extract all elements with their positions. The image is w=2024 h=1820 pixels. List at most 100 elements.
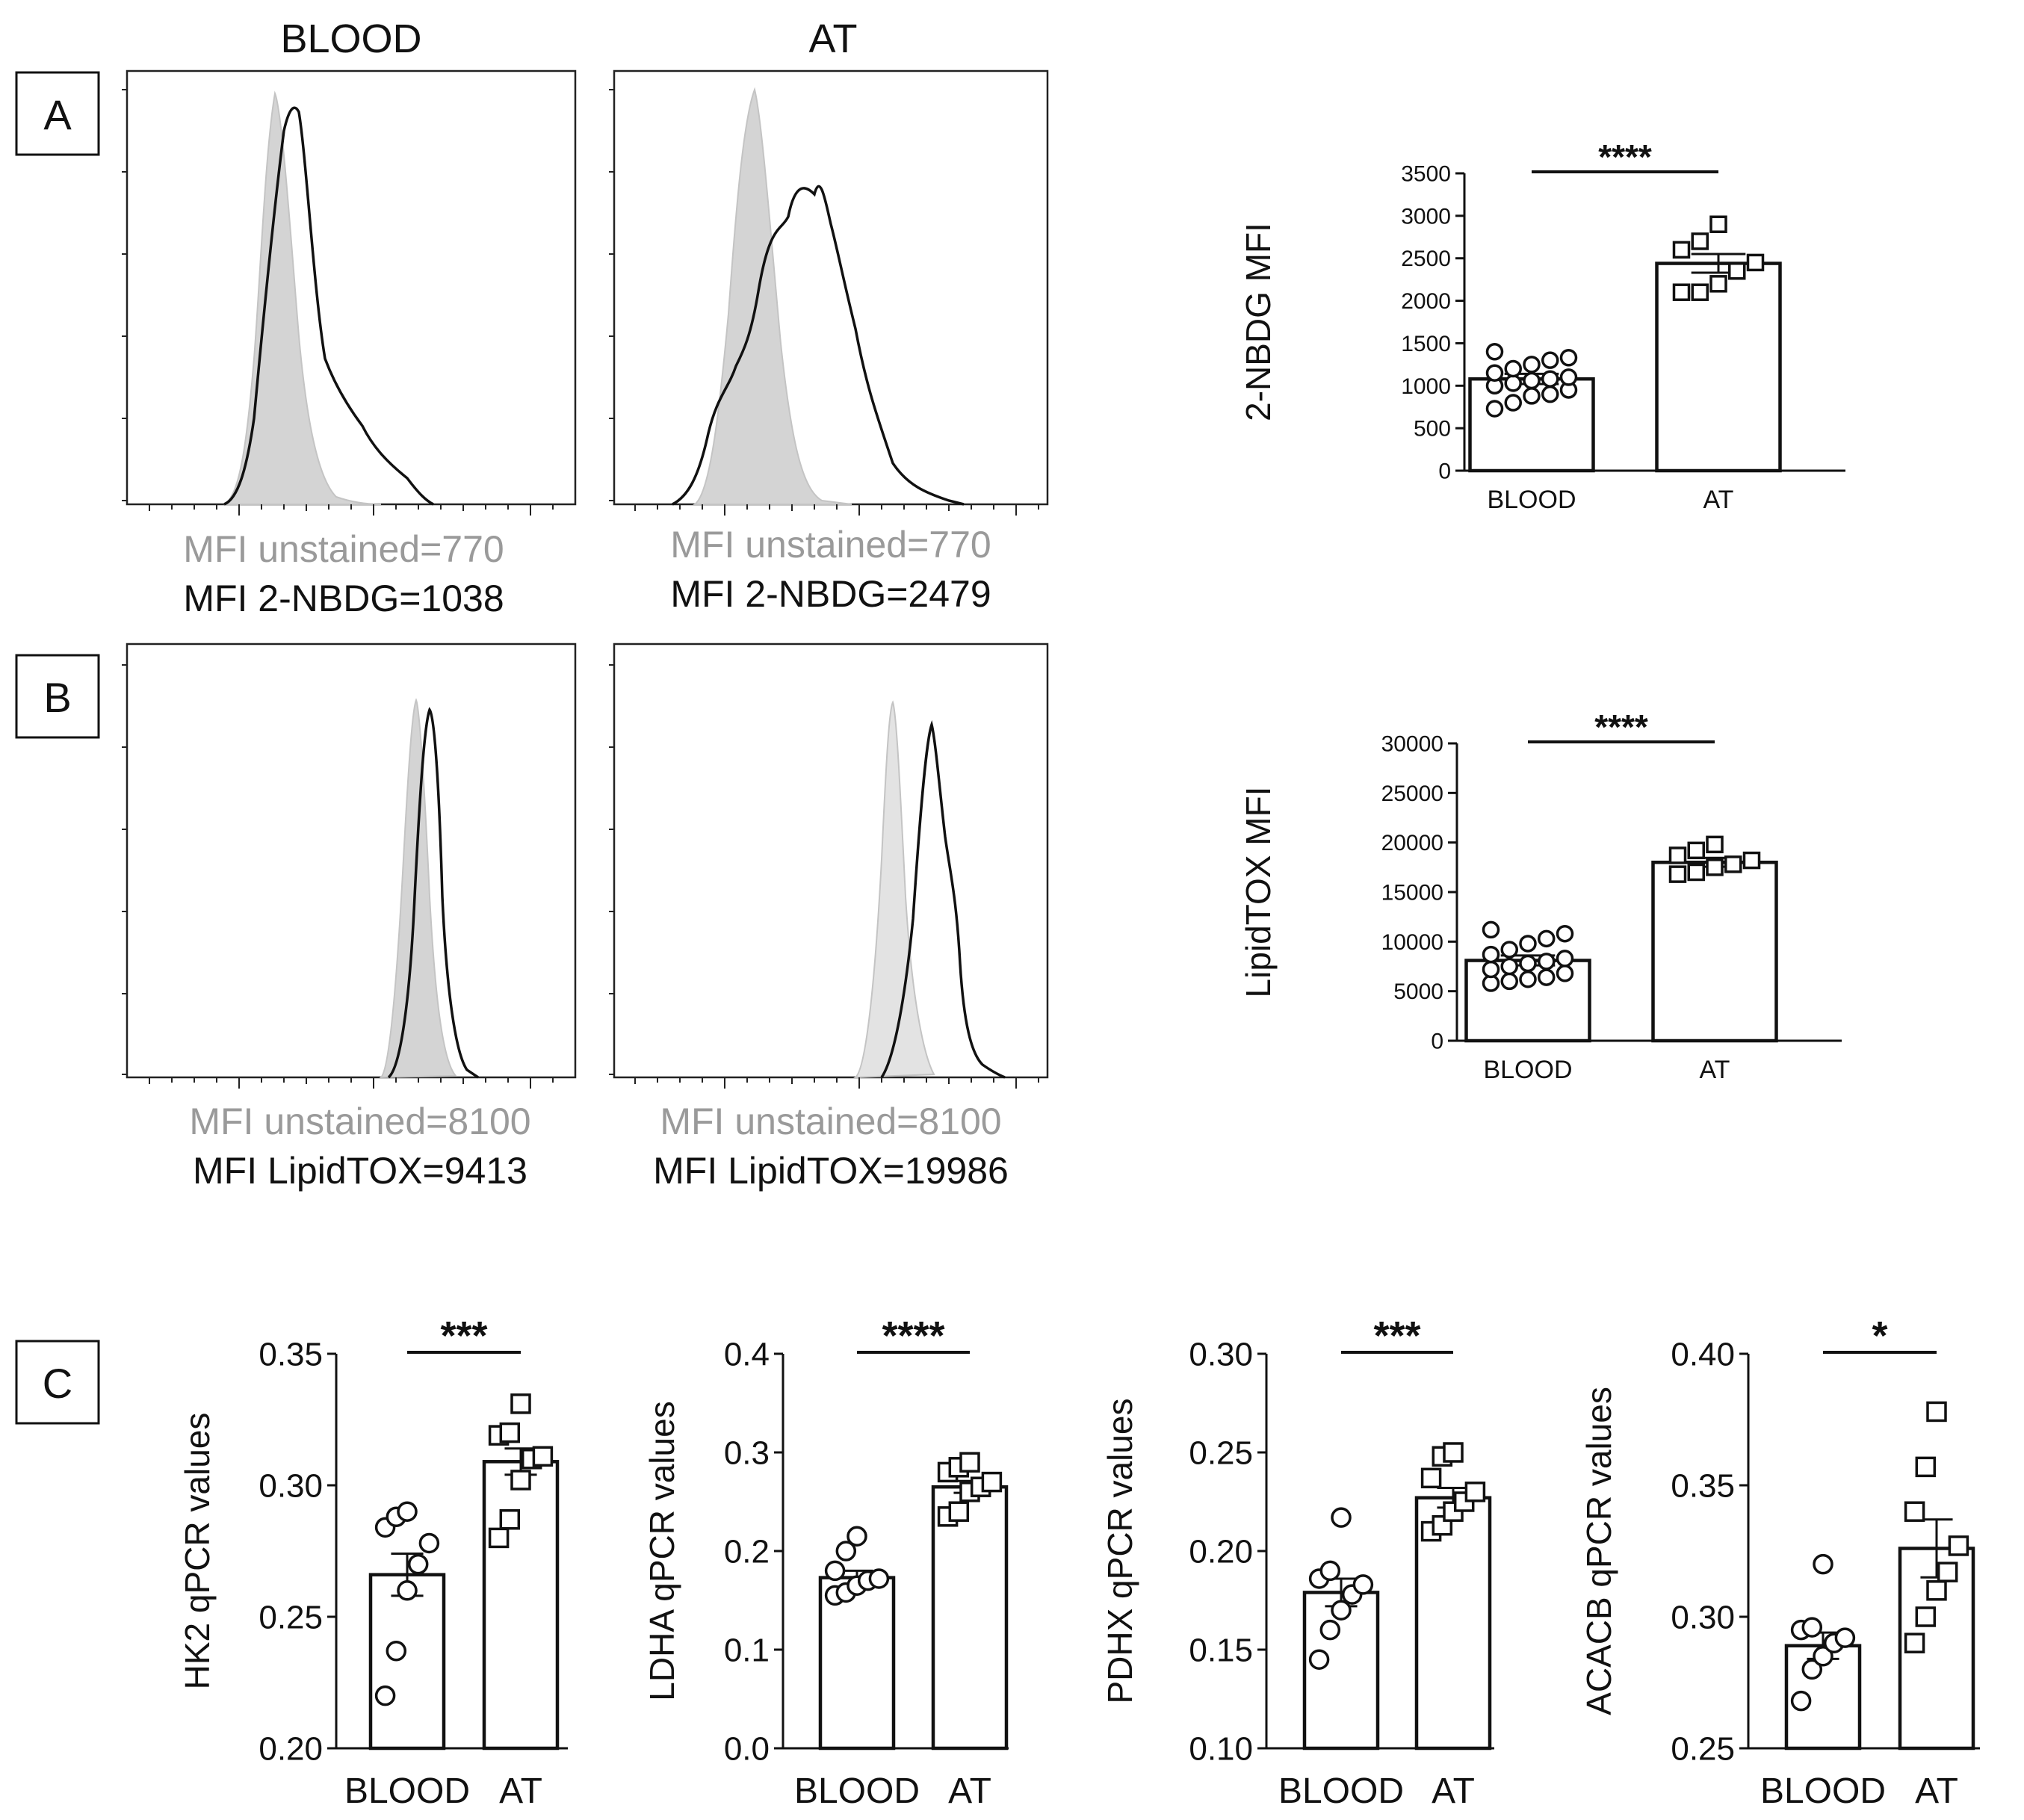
y-tick-label: 30000 [1381,732,1443,757]
data-point [1691,283,1709,301]
y-tick-label: 20000 [1381,831,1443,855]
category-label: AT [499,1771,542,1811]
data-point [1948,1535,1969,1556]
bar-blood [818,1576,896,1751]
data-point [981,1471,1003,1493]
data-point [1687,841,1705,860]
data-point [868,1568,890,1589]
y-axis-label: HK2 qPCR values [178,1413,217,1690]
data-point [1790,1690,1812,1712]
y-tick-label: 500 [1414,417,1451,442]
unstained-histogram [379,698,458,1079]
stained-histogram [223,106,434,506]
data-point [1538,953,1556,971]
data-point [1801,1659,1823,1680]
data-point [1556,965,1574,982]
category-label: AT [1700,1056,1730,1084]
data-point [1319,1619,1341,1641]
y-tick-label: 25000 [1381,781,1443,806]
data-point [499,1422,521,1443]
y-tick-label: 5000 [1393,979,1443,1004]
data-point [1559,368,1578,386]
histogram-axis-ticks [609,89,1039,516]
y-tick-label: 0.35 [1671,1467,1735,1504]
data-point [1538,929,1556,948]
bar-chart-hk2: 0.20 0.25 0.30 0.35 BLOOD AT HK2 qPCR values **… [178,1313,568,1811]
data-point [1915,1606,1937,1627]
data-point [1319,1560,1341,1582]
data-point [1926,1401,1947,1423]
unstained-histogram [223,90,382,505]
data-point [1519,970,1537,988]
category-label: AT [948,1771,991,1811]
stained-mfi-label: MFI 2-NBDG=1038 [183,578,504,619]
histogram-frame [613,643,1049,1079]
data-point [1691,232,1709,250]
data-point [1668,846,1687,864]
data-point [1331,1507,1352,1528]
y-tick-label: 2000 [1401,289,1451,314]
data-point [1672,283,1691,301]
data-point [1746,253,1765,272]
data-point [1500,972,1518,991]
unstained-mfi-label: MFI unstained=8100 [660,1101,1001,1142]
y-tick-label: 0.40 [1671,1336,1735,1372]
data-point [1485,400,1504,418]
data-point [1813,1646,1833,1667]
stained-mfi-label: MFI LipidTOX=19986 [653,1150,1009,1192]
data-point [1500,941,1518,959]
y-tick-label: 0.25 [1671,1730,1735,1767]
data-point [835,1541,857,1561]
data-point [1482,920,1500,939]
y-tick-label: 0 [1438,459,1451,484]
y-tick-label: 0.30 [1189,1336,1253,1372]
data-point [1352,1574,1374,1595]
bar-at [931,1485,1009,1751]
unstained-histogram [853,700,935,1079]
data-point [1308,1649,1330,1670]
data-point [1904,1501,1925,1522]
data-point [1672,241,1691,259]
column-header-blood: BLOOD [280,16,421,61]
y-axis-label: LDHA qPCR values [643,1401,681,1700]
panel-label-a: A [15,71,100,156]
y-tick-label: 3500 [1401,162,1451,187]
data-point [1556,950,1574,968]
data-point [1519,935,1537,953]
stained-histogram [672,185,965,506]
data-point [1687,863,1705,882]
data-point [1668,865,1687,883]
bar-chart-lipidtox: 0 5000 10000 15000 20000 25000 30000 BLOOD AT Lip… [1239,708,1842,1084]
histogram-frame [126,69,577,506]
data-point [1541,370,1559,388]
histogram-a-blood: MFI unstained=770 MFI 2-NBDG=1038 [122,69,577,619]
data-point [488,1527,510,1549]
data-point [1834,1627,1856,1648]
data-point [1432,1514,1453,1536]
data-point [1706,858,1724,876]
data-point [1519,954,1537,973]
y-tick-label: 0 [1431,1030,1443,1054]
data-point [1904,1632,1925,1653]
significance-label: *** [440,1313,487,1358]
y-axis-label: 2-NBDG MFI [1239,223,1278,421]
bar-at [1651,860,1778,1043]
y-tick-label: 0.30 [259,1467,323,1504]
data-point [1504,374,1522,392]
y-tick-label: 15000 [1381,881,1443,906]
category-label: BLOOD [1760,1771,1886,1811]
significance-label: **** [1594,708,1648,746]
data-point [1523,356,1541,374]
data-point [1556,924,1574,943]
data-point [948,1501,970,1522]
data-point [510,1470,531,1491]
stained-mfi-label: MFI 2-NBDG=2479 [670,573,991,615]
stained-histogram [387,707,479,1079]
y-tick-label: 0.10 [1189,1730,1253,1767]
panel-label-b-text: B [43,674,71,721]
data-point [1485,364,1504,382]
data-point [1728,262,1746,280]
data-point [1443,1442,1464,1463]
data-point [1742,851,1761,870]
